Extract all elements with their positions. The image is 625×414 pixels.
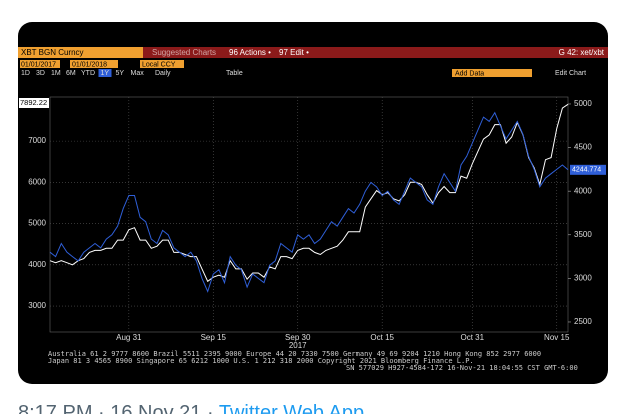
tweet-timestamp: 8:17 PM · 16 Nov 21 · Twitter Web App	[18, 402, 364, 414]
period-button[interactable]: 1M	[51, 70, 61, 77]
y-tick-label: 6000	[28, 177, 46, 186]
x-tick-label: Nov 15	[544, 333, 570, 342]
x-tick-label: Oct 31	[460, 333, 484, 342]
y2-tick-label: 5000	[574, 99, 592, 108]
frequency[interactable]: Daily	[155, 70, 171, 77]
series-line	[49, 111, 569, 293]
period-buttons: 1D 3D 1M 6M YTD 1Y 5Y Max	[21, 69, 144, 77]
end-date-box[interactable]	[70, 60, 118, 68]
period-button[interactable]: 1Y	[101, 70, 110, 77]
ticker-box[interactable]	[18, 47, 143, 58]
period-button[interactable]: 6M	[66, 70, 76, 77]
currency-box[interactable]	[140, 60, 184, 68]
footer-line: SN 577029 H927-4584-172 16-Nov-21 18:04:…	[346, 364, 578, 372]
media-card	[18, 22, 608, 384]
period-button[interactable]: 5Y	[116, 70, 125, 77]
menu-bar	[143, 47, 608, 58]
edit[interactable]: 97 Edit •	[279, 48, 309, 57]
plot: 3000 4000 5000 6000 7000 2500 3000 3500 4000 4500…	[19, 96, 606, 350]
footer-line: Australia 61 2 9777 8600 Brazil 5511 239…	[48, 350, 541, 358]
period-button[interactable]: 3D	[36, 70, 45, 77]
edit-chart[interactable]: Edit Chart	[555, 70, 586, 77]
chart-id: G 42: xet/xbt	[559, 48, 605, 57]
period-button[interactable]: 1D	[21, 70, 30, 77]
y2-tick-label: 4000	[574, 186, 592, 195]
y2-tick-label: 3500	[574, 230, 592, 239]
x-tick-label: Aug 31	[116, 333, 142, 342]
last-value-label: 7892.22	[20, 98, 47, 107]
end-date: 01/01/2018	[72, 61, 107, 68]
period-active	[98, 69, 112, 77]
plot-frame	[49, 96, 569, 333]
series-line	[49, 103, 569, 283]
start-date-box[interactable]	[20, 60, 60, 68]
last-value-box	[19, 98, 49, 108]
time: 8:17 PM · 16 Nov 21 ·	[18, 402, 219, 414]
add-data-box[interactable]	[452, 69, 532, 77]
y-tick-label: 5000	[28, 219, 46, 228]
y2-tick-label: 4500	[574, 143, 592, 152]
x-tick-label: Sep 30	[285, 333, 311, 342]
y2-tick-label: 2500	[574, 317, 592, 326]
actions[interactable]: 96 Actions •	[229, 48, 271, 57]
x-year-label: 2017	[289, 341, 307, 350]
x-tick-label: Sep 15	[201, 333, 227, 342]
last-value-label: 4244.774	[572, 167, 601, 174]
ticker: XBT BGN Curncy	[21, 48, 84, 57]
table-button[interactable]: Table	[226, 70, 243, 77]
suggested[interactable]: Suggested Charts	[152, 48, 216, 57]
period-button[interactable]: Max	[131, 70, 145, 77]
y-tick-label: 3000	[28, 301, 46, 310]
x-tick-label: Oct 15	[370, 333, 394, 342]
period-button[interactable]: YTD	[81, 70, 95, 77]
y-tick-label: 4000	[28, 260, 46, 269]
add-data: Add Data	[455, 70, 484, 77]
footer-line: Japan 81 3 4565 8900 Singapore 65 6212 1…	[48, 357, 474, 365]
currency: Local CCY	[142, 61, 176, 68]
y2-tick-label: 3000	[574, 273, 592, 282]
source-link[interactable]: Twitter Web App	[219, 402, 364, 414]
start-date: 01/01/2017	[21, 61, 56, 68]
y-tick-label: 7000	[28, 136, 46, 145]
last-value-box	[570, 164, 606, 175]
